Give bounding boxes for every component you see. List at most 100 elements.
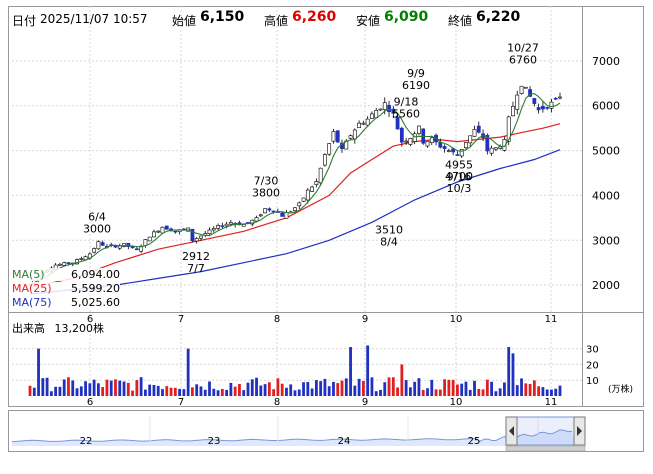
candle-body xyxy=(335,130,340,143)
candle-body xyxy=(464,142,468,149)
volume-bar xyxy=(54,386,58,396)
candle-body xyxy=(528,89,532,97)
volume-bar xyxy=(67,377,70,396)
candle-body xyxy=(130,246,135,249)
open-value: 6,150 xyxy=(200,9,245,25)
candle-body xyxy=(493,147,498,150)
volume-bar xyxy=(473,380,476,396)
volume-bar xyxy=(332,381,335,396)
navigator-scrollbar[interactable] xyxy=(505,445,586,452)
candle-body xyxy=(489,147,494,154)
annotation-date: 6/4 xyxy=(88,210,106,223)
candle-body xyxy=(156,230,161,233)
volume-bar xyxy=(165,386,169,396)
volume-bar xyxy=(96,383,100,396)
volume-bar xyxy=(490,381,494,396)
volume-tick-label: 30 xyxy=(586,345,599,356)
candle-body xyxy=(412,133,417,142)
volume-bar xyxy=(276,378,280,396)
volume-bar xyxy=(511,353,515,396)
volume-bar xyxy=(220,388,224,396)
price-tick-label: 2000 xyxy=(592,279,620,292)
candle-body xyxy=(323,154,327,166)
candle-body xyxy=(545,107,550,109)
volume-bar xyxy=(297,389,301,396)
volume-bar xyxy=(387,377,391,396)
candle-body xyxy=(485,134,490,152)
month-tick-label: 10 xyxy=(450,314,463,325)
volume-bar xyxy=(139,377,143,396)
candle-body xyxy=(442,146,447,149)
volume-bar xyxy=(485,379,489,396)
volume-bar xyxy=(366,345,370,396)
candle-body xyxy=(536,107,541,111)
candle-body xyxy=(100,242,105,246)
volume-bar xyxy=(417,378,421,396)
volume-month-tick-label: 11 xyxy=(545,397,558,408)
candle-body xyxy=(519,85,524,94)
high-label: 高値 xyxy=(264,14,289,28)
price-tick-label: 4000 xyxy=(592,189,620,202)
candle-body xyxy=(173,230,178,233)
navigator-tick-label: 25 xyxy=(468,436,481,447)
volume-bar xyxy=(246,382,250,396)
ma75-legend: MA(75) 5,025.60 xyxy=(12,296,120,309)
candle-body xyxy=(305,189,310,201)
price-info-bar: 日付 2025/11/07 10:57 始値 6,150 高値 6,260 安値… xyxy=(12,6,582,32)
volume-bar xyxy=(421,389,425,396)
candle-body xyxy=(553,97,558,100)
candle-body xyxy=(532,98,537,104)
navigator-area xyxy=(12,429,575,446)
volume-bar xyxy=(88,383,92,396)
volume-bar xyxy=(451,379,455,396)
volume-tick-label: 20 xyxy=(586,360,599,371)
candle-body xyxy=(224,223,229,227)
volume-bar xyxy=(101,387,105,396)
volume-bar xyxy=(182,389,186,396)
volume-bar xyxy=(528,383,532,396)
candle-body xyxy=(459,149,464,157)
candle-body xyxy=(541,105,545,110)
candle-body xyxy=(387,104,391,113)
volume-bar xyxy=(191,387,194,396)
month-tick-label: 6 xyxy=(87,314,93,325)
candle-body xyxy=(267,208,272,211)
volume-bar xyxy=(353,385,357,396)
price-tick-label: 7000 xyxy=(592,55,620,68)
candle-body xyxy=(284,212,289,219)
volume-bar xyxy=(272,389,276,396)
volume-bar xyxy=(285,387,288,396)
volume-bar xyxy=(289,384,293,396)
navigator-tick-label: 22 xyxy=(80,436,93,447)
volume-month-tick-label: 8 xyxy=(274,397,280,408)
candle-body xyxy=(327,143,332,155)
volume-bar xyxy=(503,382,506,396)
candle-body xyxy=(258,214,263,217)
volume-bar xyxy=(263,384,267,396)
volume-bar xyxy=(195,384,199,396)
candle-body xyxy=(220,225,225,227)
volume-bar xyxy=(152,384,156,396)
annotation-price: 4955 xyxy=(445,159,473,172)
volume-bar xyxy=(203,389,207,396)
volume-bar xyxy=(79,386,83,396)
date-label: 日付 xyxy=(12,14,37,28)
low-value: 6,090 xyxy=(384,9,429,25)
annotation-date: 9/18 xyxy=(394,95,419,108)
price-tick-label: 6000 xyxy=(592,100,620,113)
volume-bar xyxy=(293,390,297,396)
annotation-price: 4700 xyxy=(445,170,473,183)
volume-bar xyxy=(357,378,361,396)
volume-bar xyxy=(105,379,109,396)
chevron-left-icon xyxy=(509,426,514,436)
volume-bar xyxy=(545,389,549,396)
volume-bar xyxy=(242,390,246,396)
candle-body xyxy=(263,208,267,214)
month-tick-label: 11 xyxy=(545,314,558,325)
volume-month-tick-label: 9 xyxy=(362,397,368,408)
volume-month-tick-label: 6 xyxy=(87,397,93,408)
volume-bar xyxy=(41,378,45,396)
annotation-price: 6190 xyxy=(402,79,430,92)
volume-bar xyxy=(520,378,523,396)
volume-bar xyxy=(430,379,434,396)
